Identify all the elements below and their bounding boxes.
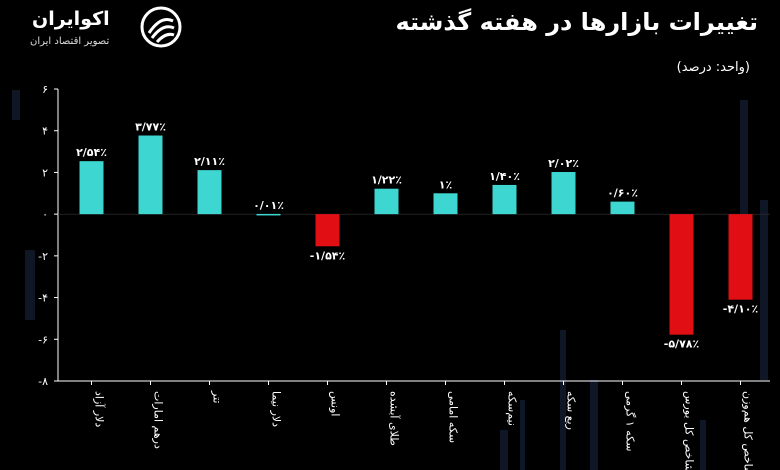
x-tick-label: سکه امامی	[447, 391, 460, 443]
data-label: ۰/۰۱٪	[253, 199, 284, 212]
bar	[256, 213, 281, 216]
data-label: ۰/۶۰٪	[607, 187, 638, 200]
y-tick-label: ۶	[42, 83, 48, 96]
bar	[197, 170, 222, 215]
data-label: -۵/۷۸٪	[664, 338, 699, 351]
x-tick-label: دلار آزاد	[93, 391, 107, 427]
x-tick-label: دلار نیما	[270, 391, 283, 427]
bar	[433, 193, 458, 215]
y-tick-label: -۲	[38, 250, 48, 263]
y-tick-label: -۸	[38, 375, 48, 388]
bar	[669, 214, 694, 335]
data-label: ۲/۱۱٪	[194, 155, 225, 168]
x-tick-label: ربع سکه	[565, 391, 578, 430]
data-label: -۱/۵۴٪	[310, 249, 345, 262]
logo-tagline: تصویر اقتصاد ایران	[30, 36, 110, 47]
bar	[315, 214, 340, 247]
data-label: ۲/۰۲٪	[548, 157, 579, 170]
chart-title: تغییرات بازارها در هفته گذشته	[395, 8, 758, 36]
data-label: ۳/۷۷٪	[135, 121, 166, 134]
data-label: ۱/۲۲٪	[371, 174, 402, 187]
x-tick-label: سکه ۱ گرمی	[624, 391, 637, 451]
x-tick-label: درهم امارات	[152, 391, 165, 449]
ecoiran-swirl-icon	[140, 6, 182, 48]
data-label: ۲/۵۴٪	[76, 146, 107, 159]
bar	[79, 161, 104, 215]
y-tick-label: ۲	[42, 166, 48, 179]
bar	[374, 188, 399, 215]
x-tick-label: شاخص کل هم‌وزن	[742, 391, 755, 470]
x-tick-label: شاخص کل بورس	[683, 391, 696, 470]
bar	[492, 184, 517, 215]
bar	[610, 201, 635, 215]
x-tick-label: نیم‌سکه	[506, 391, 519, 426]
y-tick-label: -۶	[38, 333, 48, 346]
y-tick-label: -۴	[38, 292, 48, 305]
bar	[551, 172, 576, 215]
y-tick-label: ۴	[42, 125, 48, 138]
unit-note: (واحد: درصد)	[676, 60, 750, 75]
x-tick-label: تتر	[211, 390, 224, 403]
data-label: -۴/۱۰٪	[723, 303, 758, 316]
bar	[138, 135, 163, 215]
data-label: ۱٪	[439, 178, 452, 191]
data-label: ۱/۴۰٪	[489, 170, 520, 183]
y-tick-label: ۰	[42, 208, 48, 221]
x-tick-label: اونس	[329, 391, 342, 416]
bar	[728, 214, 753, 300]
logo-name: اکوایران	[32, 8, 110, 30]
x-tick-label: طلای آبشده	[388, 391, 402, 446]
